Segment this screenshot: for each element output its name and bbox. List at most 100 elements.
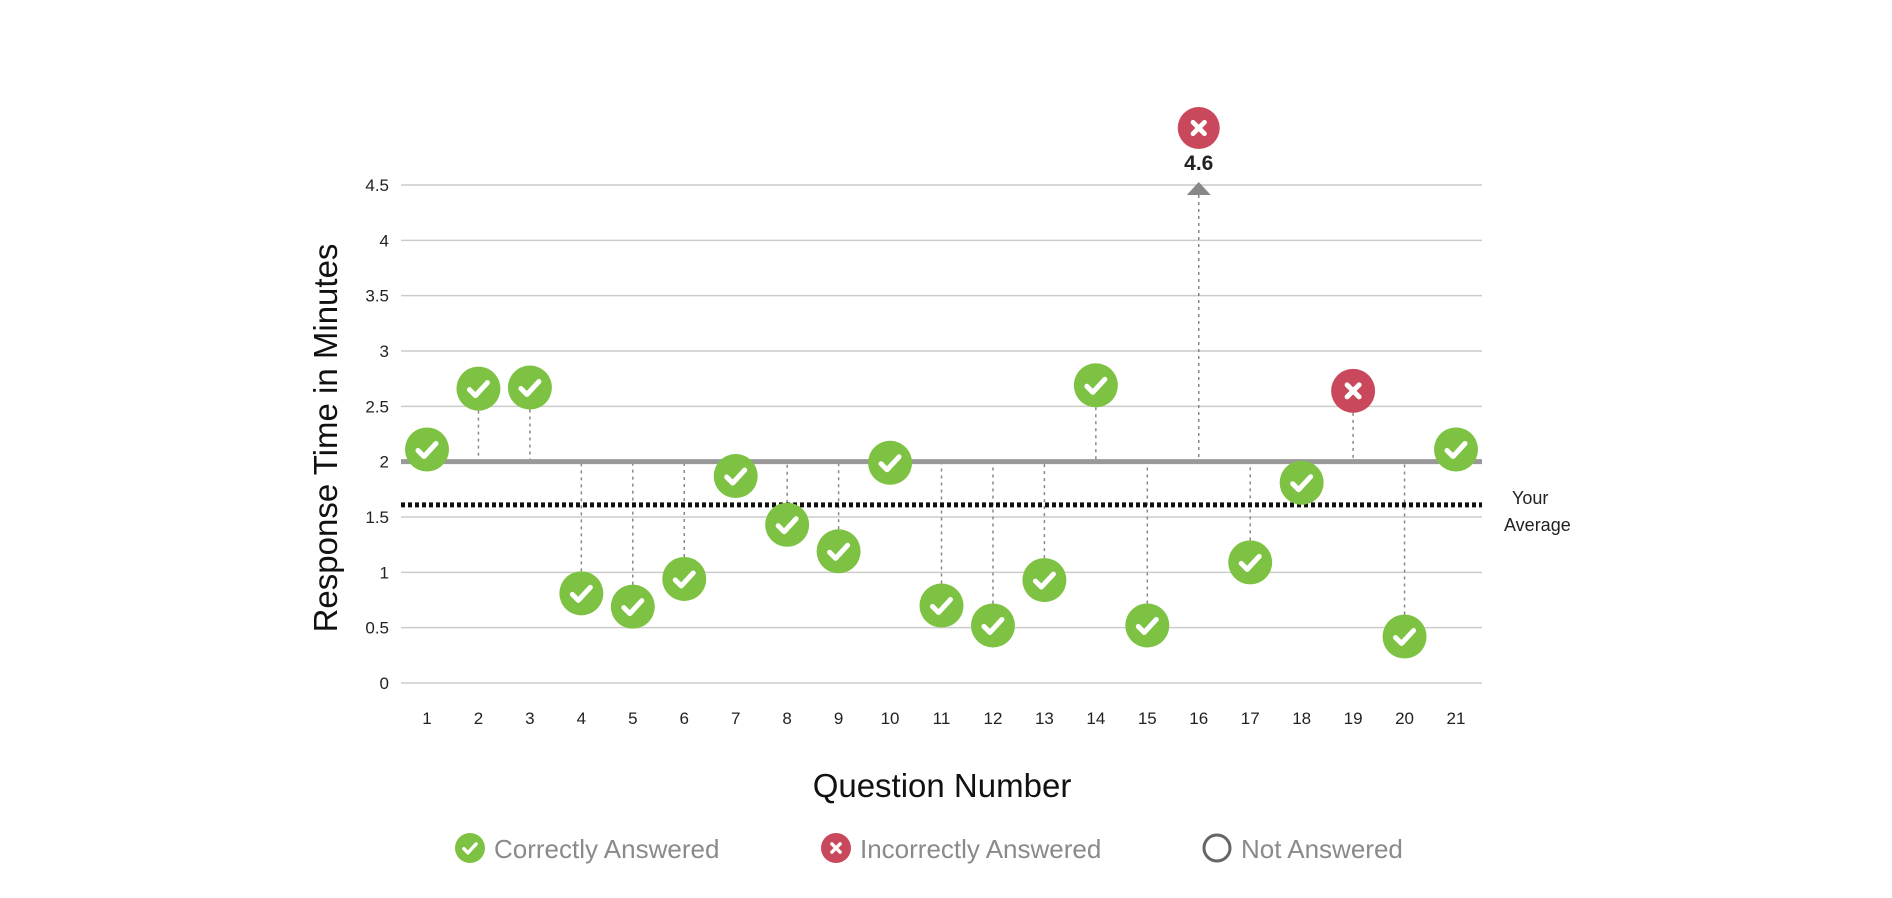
y-tick-label: 1.5 [365,508,389,527]
check-circle-icon [456,366,501,411]
check-mark-icon [462,842,478,855]
check-mark-icon [878,454,902,473]
legend-label: Not Answered [1241,834,1403,864]
data-point-q19 [1331,368,1376,413]
check-mark-icon [1084,376,1108,395]
check-mark-icon [1444,440,1468,459]
y-tick-label: 2.5 [365,397,389,416]
x-tick-label: 16 [1189,709,1208,728]
data-point-q20 [1382,614,1427,659]
check-circle-icon [455,833,485,863]
check-mark-icon [1135,616,1159,635]
y-tick-label: 3 [380,342,389,361]
check-circle-icon [610,584,655,629]
check-mark-icon [981,616,1005,635]
average-label-line2: Average [1504,515,1571,535]
check-circle-icon [765,502,810,547]
x-tick-label: 20 [1395,709,1414,728]
data-point-q16: 4.6 [1177,107,1220,195]
data-point-q15 [1125,603,1170,648]
check-circle-icon [1279,460,1324,505]
check-mark-icon [827,542,851,561]
legend-label: Incorrectly Answered [860,834,1101,864]
check-mark-icon [775,516,799,535]
data-point-q2 [456,366,501,411]
data-point-q13 [1022,558,1067,603]
check-circle-icon [1073,363,1118,408]
check-mark-icon [724,467,748,486]
check-circle-icon [919,583,964,628]
data-point-q9 [816,529,861,574]
x-tick-label: 7 [731,709,740,728]
x-tick-label: 13 [1035,709,1054,728]
check-circle-icon [1125,603,1170,648]
check-mark-icon [466,380,490,399]
check-circle-icon [405,427,449,472]
empty-circle-icon [1202,833,1232,863]
check-mark-icon [1290,474,1314,493]
data-point-q12 [970,603,1015,648]
check-mark-icon [569,584,593,603]
check-circle-icon [559,571,604,616]
x-tick-label: 2 [474,709,483,728]
check-circle-icon [1434,427,1478,472]
data-point-q3 [507,365,552,410]
data-point-q11 [919,583,964,628]
y-tick-label: 0.5 [365,619,389,638]
x-axis-title: Question Number [813,767,1072,804]
x-mark-icon [1344,382,1362,400]
check-mark-icon [1238,553,1262,572]
check-circle-icon [662,556,707,601]
x-tick-label: 11 [933,709,951,728]
x-tick-label: 15 [1138,709,1157,728]
check-circle-icon [1228,540,1273,585]
data-point-q17 [1228,540,1273,585]
check-circle-icon [970,603,1015,648]
data-point-q4 [559,571,604,616]
data-point-q5 [610,584,655,629]
x-tick-label: 12 [983,709,1002,728]
x-tick-label: 18 [1292,709,1311,728]
check-mark-icon [415,440,439,459]
data-point-q7 [713,454,758,499]
x-tick-label: 8 [782,709,791,728]
check-circle-icon [507,365,552,410]
data-point-q18 [1279,460,1324,505]
data-point-q14 [1073,363,1118,408]
y-axis-title: Response Time in Minutes [307,244,344,633]
legend-label: Correctly Answered [494,834,719,864]
overflow-value-label: 4.6 [1184,152,1213,175]
data-points: 4.6 [405,107,1478,659]
x-tick-label: 1 [422,709,431,728]
x-tick-label: 6 [680,709,689,728]
x-tick-labels: 1 2 3 4 5 6 7 8 9 10 11 12 13 14 15 16 17 18 19 20 21 [422,709,1465,728]
y-tick-label: 4 [380,231,389,250]
data-point-q8 [765,502,810,547]
x-tick-label: 10 [881,709,900,728]
legend: Correctly Answered Incorrectly Answered No… [455,833,1403,864]
average-label-line1: Your [1512,488,1548,508]
y-tick-label: 1 [380,563,389,582]
check-circle-icon [816,529,861,574]
check-mark-icon [1393,628,1417,647]
legend-item-correct: Correctly Answered [455,833,719,864]
data-point-q1 [405,427,449,472]
check-circle-icon [1382,614,1427,659]
check-mark-icon [518,379,542,398]
data-point-q6 [662,556,707,601]
y-tick-label: 0 [380,674,389,693]
check-mark-icon [1032,571,1056,590]
check-circle-icon [1022,558,1067,603]
check-mark-icon [621,598,645,617]
check-circle-icon [713,454,758,499]
x-tick-label: 5 [628,709,637,728]
x-tick-label: 9 [834,709,843,728]
x-tick-label: 14 [1086,709,1105,728]
x-mark-icon [830,842,842,854]
y-tick-label: 3.5 [365,287,389,306]
y-tick-label: 2 [380,453,389,472]
stems [477,195,1406,615]
check-mark-icon [930,597,953,616]
legend-item-not_answered: Not Answered [1202,833,1403,864]
